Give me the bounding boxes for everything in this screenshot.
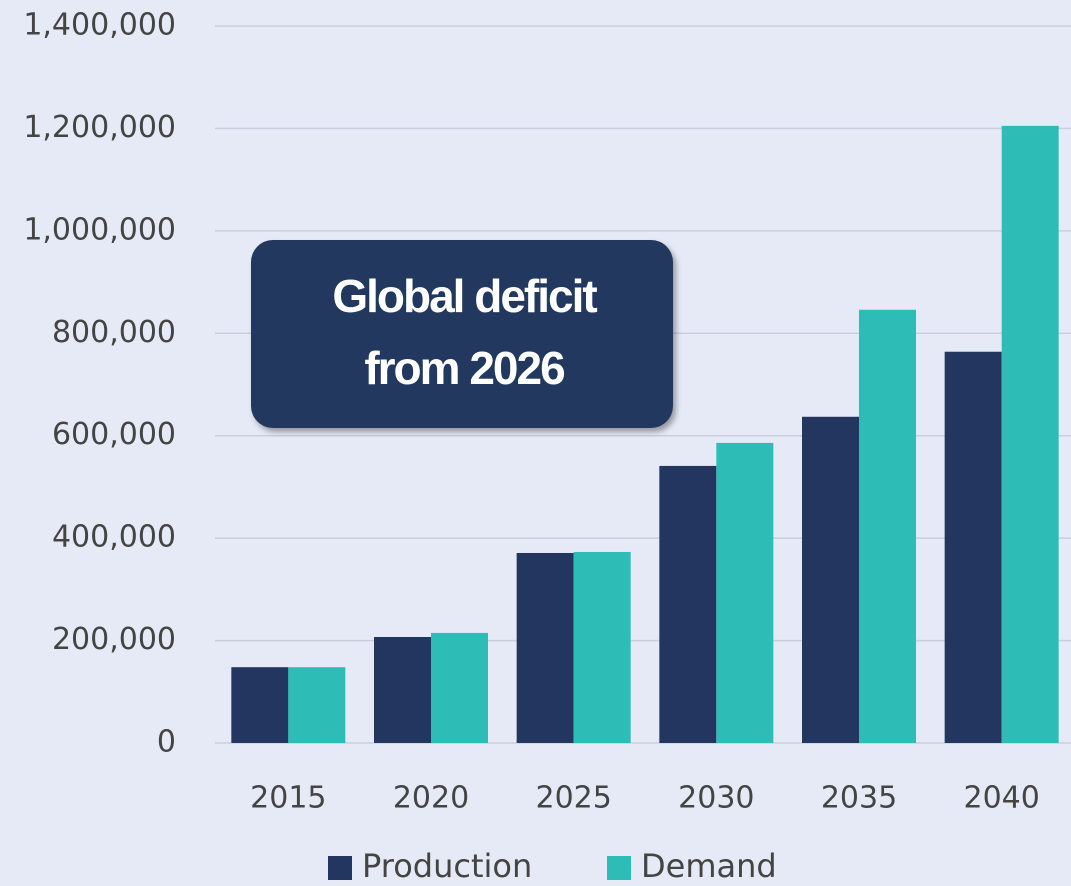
x-tick-label: 2035	[821, 781, 897, 816]
y-tick-label: 0	[157, 725, 176, 760]
bar	[716, 442, 774, 743]
bar	[231, 667, 289, 743]
y-tick-label: 600,000	[52, 417, 176, 452]
bar	[944, 351, 1002, 743]
bar	[802, 416, 859, 743]
legend-label: Demand	[641, 847, 777, 885]
legend-swatch	[328, 856, 352, 880]
bar	[374, 636, 431, 743]
bar	[1001, 125, 1059, 743]
x-tick-label: 2040	[963, 781, 1039, 816]
bar	[288, 667, 346, 743]
bar	[859, 309, 916, 743]
legend-swatch	[607, 856, 631, 880]
annotation-text: Global deficit	[332, 270, 597, 322]
y-tick-label: 200,000	[52, 622, 176, 657]
bar	[431, 632, 488, 743]
legend-label: Production	[362, 847, 532, 885]
y-tick-label: 800,000	[52, 315, 176, 350]
y-tick-label: 1,000,000	[23, 212, 176, 247]
annotation-text: from 2026	[364, 342, 564, 394]
y-tick-label: 1,400,000	[23, 8, 176, 43]
x-tick-label: 2025	[535, 781, 611, 816]
bar	[516, 552, 574, 743]
bar	[573, 551, 631, 743]
bar	[659, 465, 717, 743]
annotation-box	[251, 240, 673, 428]
y-tick-label: 400,000	[52, 520, 176, 555]
y-tick-label: 1,200,000	[23, 110, 176, 145]
x-tick-label: 2030	[678, 781, 754, 816]
x-tick-label: 2015	[250, 781, 326, 816]
x-tick-label: 2020	[393, 781, 469, 816]
